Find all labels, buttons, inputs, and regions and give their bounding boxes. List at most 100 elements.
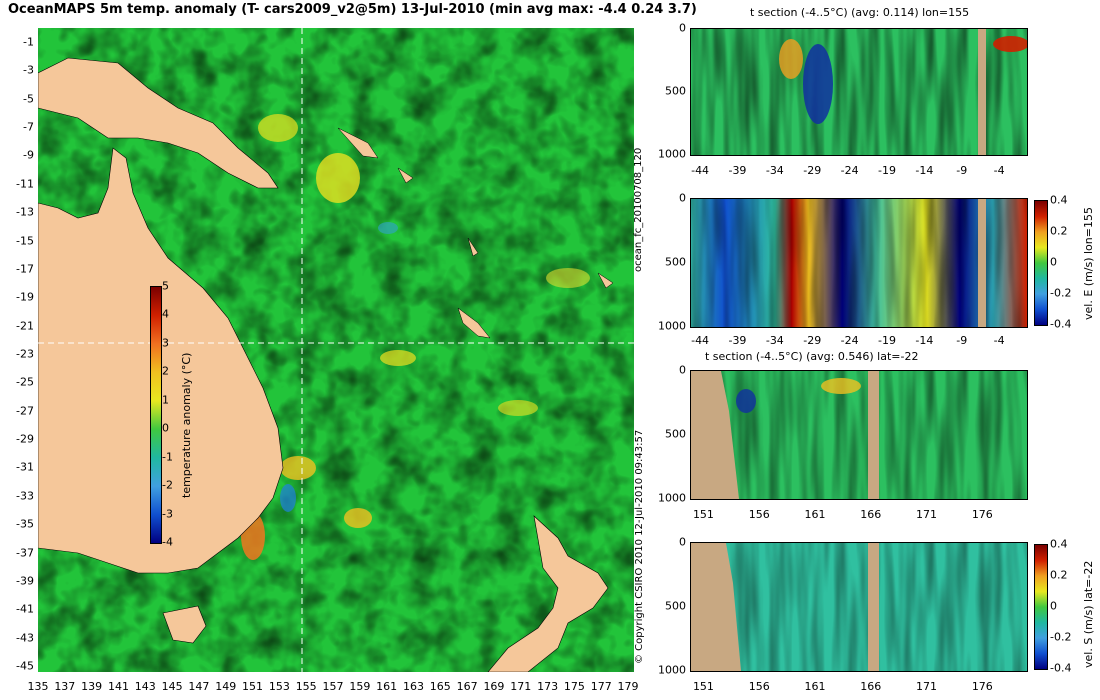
tick-label: 1000 — [658, 491, 686, 505]
panel1-x-axis: -44 -39 -34 -29 -24 -19 -14 -9 -4 — [690, 164, 1026, 178]
map-colorbar — [150, 286, 162, 544]
tick-label: -0.4 — [1050, 661, 1072, 675]
lon-tick: 139 — [81, 680, 103, 693]
panel2-x-axis: -44 -39 -34 -29 -24 -19 -14 -9 -4 — [690, 334, 1026, 348]
tick-label: -14 — [915, 334, 934, 347]
tick-label: 171 — [916, 508, 938, 521]
tick-label: -44 — [691, 334, 710, 347]
panel1-section[interactable] — [690, 28, 1028, 156]
tick-label: 3 — [162, 336, 169, 350]
lon-tick: 179 — [617, 680, 639, 693]
lon-tick: 173 — [537, 680, 559, 693]
lat-tick: -7 — [23, 120, 34, 134]
panel3-x-axis: 151 156 161 166 171 176 — [690, 508, 1026, 522]
lat-tick: -23 — [16, 347, 34, 361]
lat-tick: -43 — [16, 631, 34, 645]
lon-tick: 157 — [322, 680, 344, 693]
tick-label: 0 — [679, 363, 686, 377]
lat-tick: -25 — [16, 375, 34, 389]
panel4-colorbar-ticks: 0.4 0.2 0 -0.2 -0.4 — [1050, 538, 1080, 675]
tick-label: -4 — [993, 164, 1005, 177]
map-colorbar-ticks: 5 4 3 2 1 0 -1 -2 -3 -4 — [162, 280, 182, 549]
lon-tick: 149 — [215, 680, 237, 693]
panel4-x-axis: 151 156 161 166 171 176 — [690, 680, 1026, 694]
lat-tick: -11 — [16, 177, 34, 191]
tick-label: -19 — [877, 164, 896, 177]
tick-label: 500 — [665, 255, 686, 269]
tick-label: 161 — [804, 680, 826, 693]
lon-tick: 161 — [376, 680, 398, 693]
new-zealand-land — [487, 515, 609, 672]
panel4-colorbar — [1034, 544, 1048, 670]
tick-label: -9 — [956, 164, 968, 177]
map-lat-axis: -1 -3 -5 -7 -9 -11 -13 -15 -17 -19 -21 -23 -25 -27 -29… — [0, 28, 34, 673]
tick-label: 4 — [162, 307, 169, 321]
tick-label: -34 — [765, 164, 784, 177]
tick-label: 5 — [162, 279, 169, 293]
panel3-section[interactable] — [690, 370, 1028, 500]
lat-tick: -39 — [16, 574, 34, 588]
tick-label: -14 — [915, 164, 934, 177]
lon-tick: 171 — [510, 680, 532, 693]
panel2-section[interactable] — [690, 198, 1028, 328]
tick-label: 500 — [665, 599, 686, 613]
panel4-section[interactable] — [690, 542, 1028, 672]
tick-label: 0 — [1050, 599, 1057, 613]
tick-label: 0.4 — [1050, 193, 1068, 207]
lat-tick: -35 — [16, 517, 34, 531]
lat-tick: -13 — [16, 205, 34, 219]
tick-label: -1 — [162, 450, 173, 464]
tick-label: 0.2 — [1050, 568, 1068, 582]
lon-tick: 165 — [429, 680, 451, 693]
tick-label: -24 — [840, 164, 859, 177]
tick-label: 500 — [665, 84, 686, 98]
tick-label: -34 — [765, 334, 784, 347]
lon-tick: 151 — [242, 680, 264, 693]
tick-label: 166 — [860, 680, 882, 693]
map-title: OceanMAPS 5m temp. anomaly (T- cars2009_… — [8, 2, 697, 17]
map-canvas[interactable] — [38, 28, 634, 672]
tick-label: 171 — [916, 680, 938, 693]
tick-label: -9 — [956, 334, 968, 347]
lat-tick: -37 — [16, 546, 34, 560]
tasmania-land — [162, 605, 207, 644]
lon-tick: 135 — [27, 680, 49, 693]
tick-label: -2 — [162, 478, 173, 492]
tick-label: -24 — [840, 334, 859, 347]
lon-tick: 147 — [188, 680, 210, 693]
tick-label: 1000 — [658, 147, 686, 161]
lon-tick: 175 — [563, 680, 585, 693]
lon-tick: 153 — [268, 680, 290, 693]
map-panel[interactable] — [38, 28, 634, 672]
panel2-colorbar — [1034, 200, 1048, 326]
tick-label: -29 — [803, 164, 822, 177]
panel1-y-axis: 0 500 1000 — [640, 22, 686, 161]
map-lon-axis: 135 137 139 141 143 145 147 149 151 153 155 157 159 1… — [28, 680, 639, 696]
tick-label: -3 — [162, 507, 173, 521]
panel4-y-axis: 0 500 1000 — [640, 536, 686, 677]
tick-label: 0.2 — [1050, 224, 1068, 238]
panel2-colorbar-label: vel. E (m/s) lon=155 — [1082, 207, 1095, 320]
lon-tick: 137 — [54, 680, 76, 693]
panel2-colorbar-ticks: 0.4 0.2 0 -0.2 -0.4 — [1050, 194, 1080, 331]
lat-tick: -3 — [23, 63, 34, 77]
lat-tick: -29 — [16, 432, 34, 446]
tick-label: -0.2 — [1050, 286, 1072, 300]
tick-label: -39 — [728, 164, 747, 177]
lon-tick: 155 — [295, 680, 317, 693]
panel2-y-axis: 0 500 1000 — [640, 192, 686, 333]
tick-label: -4 — [162, 535, 173, 549]
new-guinea-land — [38, 57, 279, 189]
tick-label: -39 — [728, 334, 747, 347]
lat-tick: -27 — [16, 404, 34, 418]
lat-tick: -31 — [16, 460, 34, 474]
lon-tick: 177 — [590, 680, 612, 693]
tick-label: 0 — [679, 21, 686, 35]
tick-label: 161 — [804, 508, 826, 521]
tick-label: 151 — [692, 680, 714, 693]
lat-tick: -15 — [16, 234, 34, 248]
tick-label: 0.4 — [1050, 537, 1068, 551]
tick-label: 500 — [665, 427, 686, 441]
lon-tick: 169 — [483, 680, 505, 693]
tick-label: 1 — [162, 393, 169, 407]
